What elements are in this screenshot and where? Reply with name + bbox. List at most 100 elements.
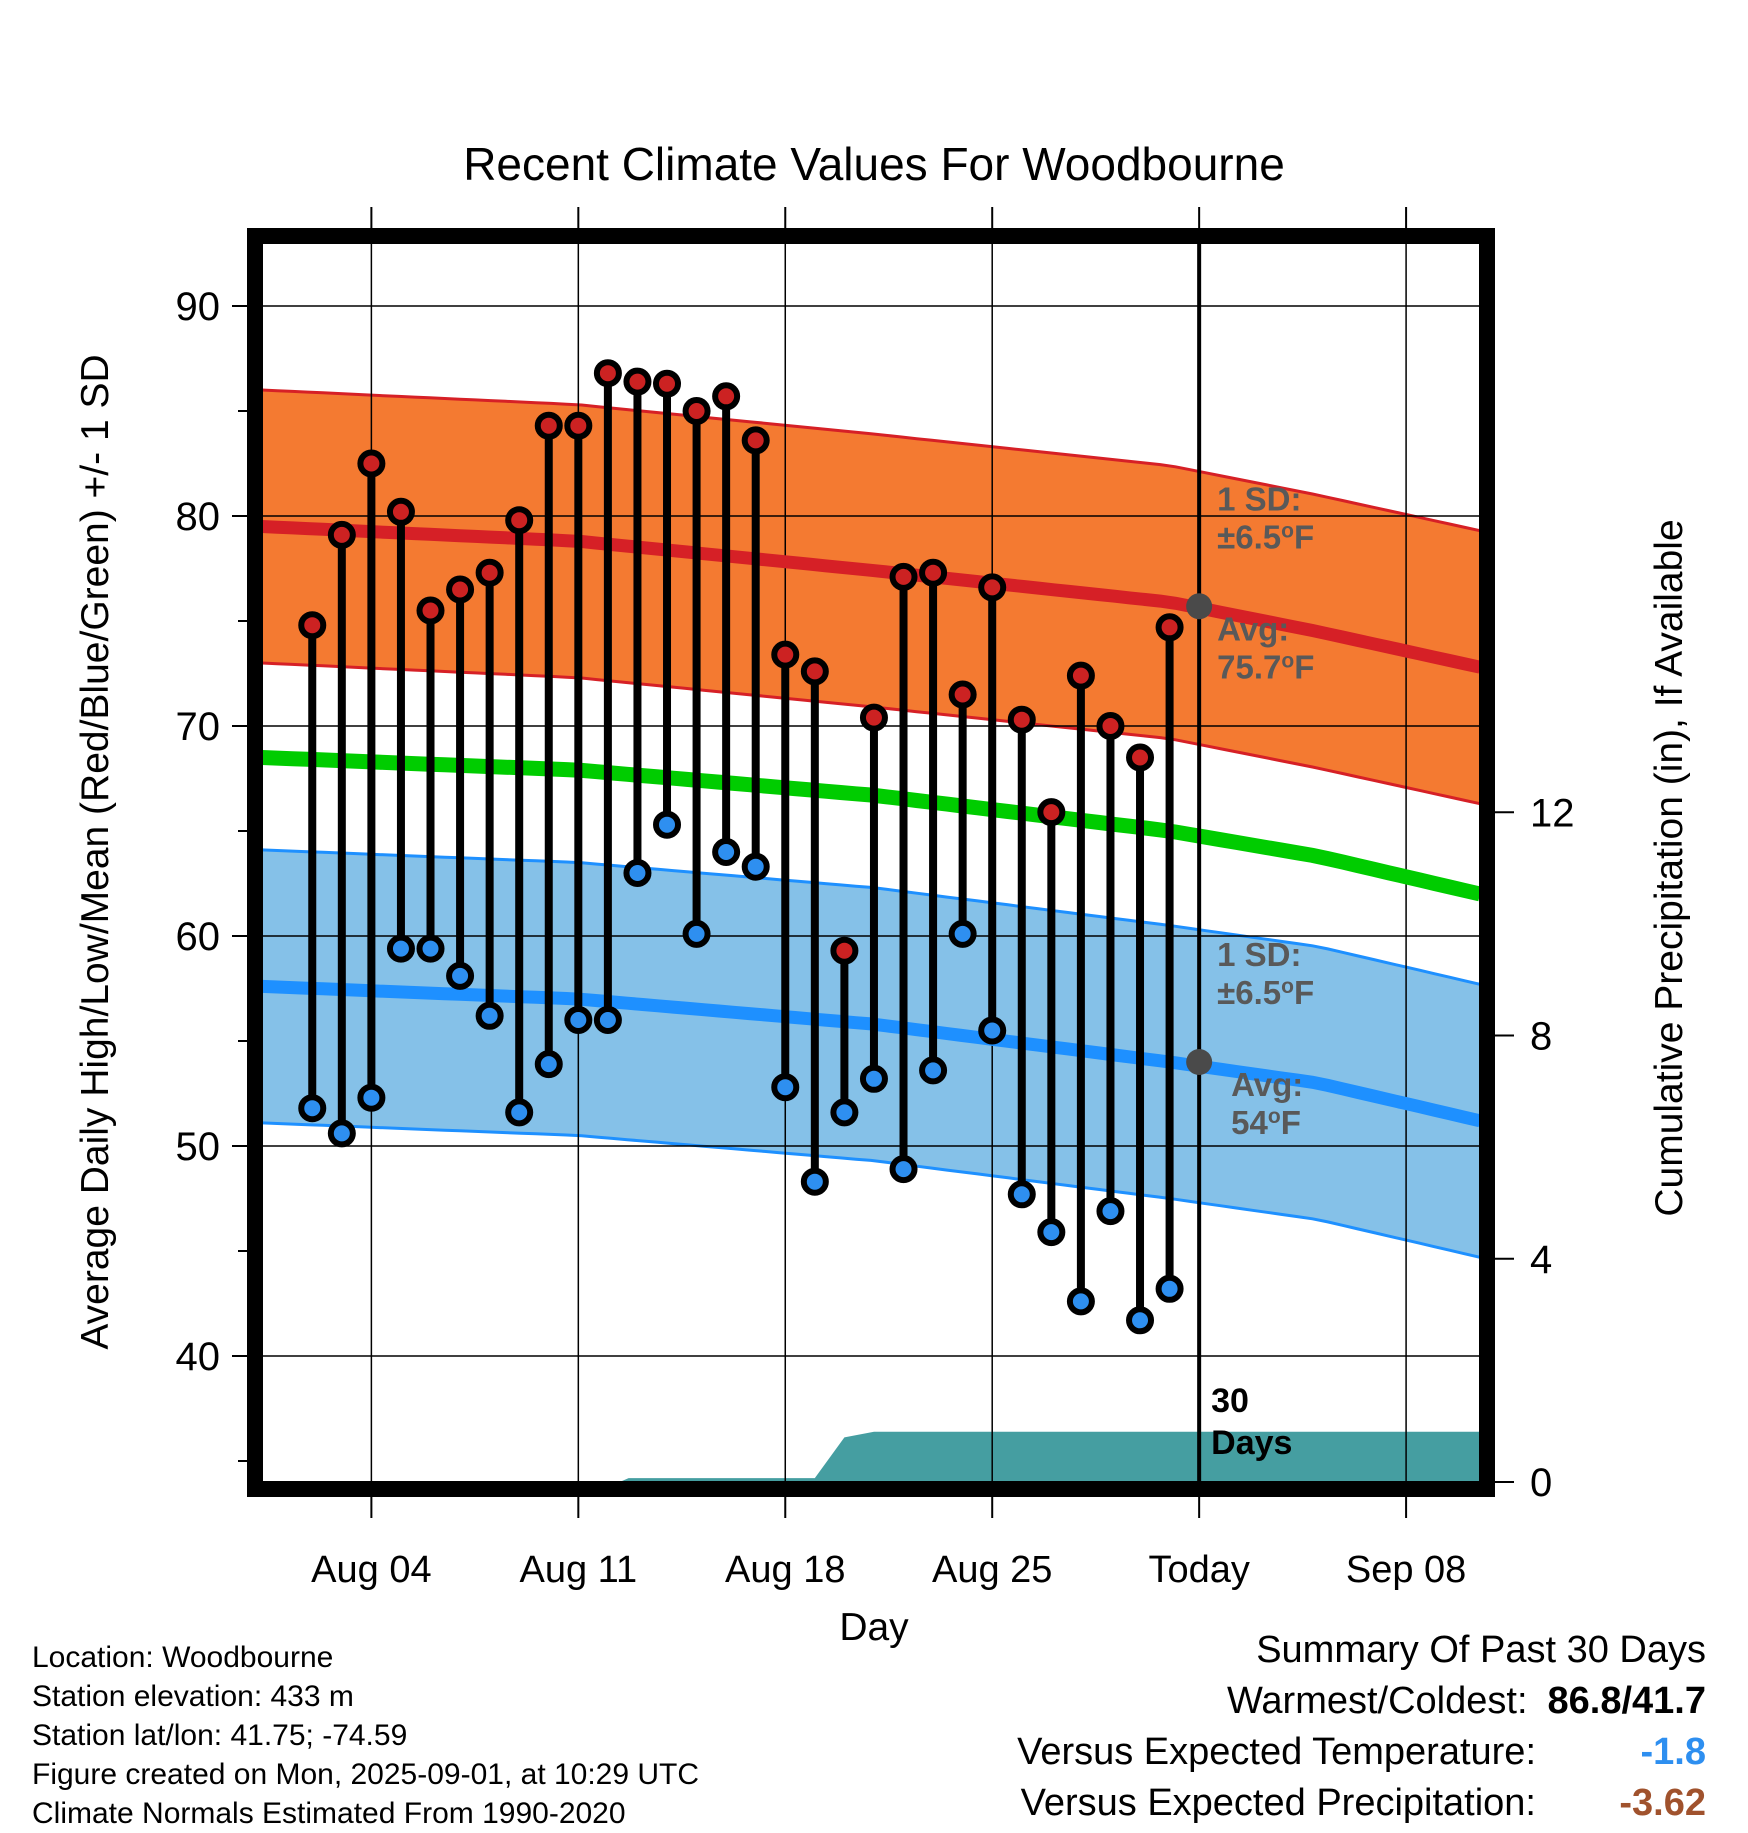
low-dot bbox=[1066, 1287, 1095, 1316]
y-tick-label: 50 bbox=[176, 1125, 221, 1169]
low-dot bbox=[800, 1167, 829, 1196]
y2-tick-label: 0 bbox=[1530, 1461, 1552, 1505]
high-dot bbox=[534, 411, 563, 440]
y-tick-label: 70 bbox=[176, 705, 221, 749]
plot-border bbox=[247, 228, 1495, 1497]
high-dot bbox=[978, 573, 1007, 602]
low-dot bbox=[1096, 1197, 1125, 1226]
low-sd-value: ±6.5oF bbox=[1217, 974, 1314, 1011]
low-dot bbox=[505, 1098, 534, 1127]
daily-dots bbox=[298, 359, 1184, 1335]
high-dot bbox=[623, 367, 652, 396]
high-dot bbox=[859, 703, 888, 732]
normal-high-band-upper-edge bbox=[261, 388, 1481, 533]
high-dot bbox=[593, 359, 622, 388]
y-tick-label: 90 bbox=[176, 285, 221, 329]
normal-high-line bbox=[261, 520, 1482, 674]
low-dot bbox=[623, 859, 652, 887]
low-dot bbox=[1126, 1306, 1155, 1335]
high-dot bbox=[948, 680, 977, 709]
high-dot bbox=[1066, 661, 1095, 690]
y2-tick-label: 8 bbox=[1530, 1015, 1552, 1059]
x-tick-label: Aug 04 bbox=[311, 1549, 431, 1591]
high-avg-marker bbox=[1186, 593, 1213, 620]
high-sd-label: 1 SD: bbox=[1217, 480, 1301, 517]
high-dot bbox=[1096, 712, 1125, 740]
low-dot bbox=[830, 1098, 859, 1127]
high-dot bbox=[919, 558, 948, 587]
x-tick-label: Today bbox=[1148, 1549, 1249, 1591]
y-axis-label: Average Daily High/Low/Mean (Red/Blue/Gr… bbox=[74, 354, 117, 1349]
y2-tick-label: 4 bbox=[1530, 1238, 1552, 1282]
y2-tick-label: 12 bbox=[1530, 791, 1575, 835]
low-dot bbox=[534, 1050, 563, 1079]
low-dot bbox=[889, 1155, 918, 1184]
high-dot bbox=[741, 426, 770, 455]
low-dot bbox=[919, 1056, 948, 1085]
station-info: Location: Woodbourne Station elevation: … bbox=[32, 1638, 699, 1833]
low-dot bbox=[682, 919, 711, 948]
low-dot bbox=[446, 961, 475, 990]
precipitation-area bbox=[262, 1431, 1480, 1482]
high-dot bbox=[1037, 798, 1066, 827]
created-text: Figure created on Mon, 2025-09-01, at 10… bbox=[32, 1758, 700, 1791]
high-dot bbox=[1126, 743, 1155, 772]
low-dot bbox=[298, 1094, 327, 1123]
chart-title: Recent Climate Values For Woodbourne bbox=[463, 138, 1285, 190]
low-dot bbox=[327, 1119, 356, 1148]
low-dot bbox=[1037, 1218, 1066, 1247]
warm-cold-value: 86.8/41.7 bbox=[1547, 1680, 1706, 1722]
high-dot bbox=[653, 369, 682, 398]
high-dot bbox=[298, 611, 327, 640]
warm-cold-label: Warmest/Coldest: bbox=[1226, 1680, 1528, 1722]
low-dot bbox=[416, 934, 445, 963]
x-axis-label: Day bbox=[839, 1606, 909, 1649]
low-dot bbox=[357, 1083, 386, 1112]
low-dot bbox=[859, 1064, 888, 1093]
low-dot bbox=[653, 810, 682, 839]
high-dot bbox=[475, 558, 504, 587]
high-dot bbox=[889, 562, 918, 591]
low-sd-label: 1 SD: bbox=[1217, 936, 1301, 973]
high-dot bbox=[712, 382, 741, 411]
low-dot bbox=[771, 1073, 800, 1102]
low-avg-label: Avg: bbox=[1231, 1066, 1303, 1103]
y-tick-label: 80 bbox=[176, 495, 221, 539]
y-tick-label: 40 bbox=[176, 1335, 221, 1379]
low-avg-value: 54oF bbox=[1231, 1104, 1301, 1141]
elevation-text: Station elevation: 433 m bbox=[32, 1680, 354, 1713]
normal-low-band-lower-edge bbox=[261, 1121, 1481, 1259]
plot-frame bbox=[247, 228, 1495, 1497]
high-avg-value: 75.7oF bbox=[1217, 648, 1314, 685]
high-dot bbox=[830, 936, 859, 965]
high-dot bbox=[327, 520, 356, 549]
daily-range-stems bbox=[308, 373, 1174, 1321]
x-tick-label: Aug 25 bbox=[932, 1549, 1052, 1591]
temp-anomaly-value: -1.8 bbox=[1640, 1731, 1706, 1773]
normal-high-band bbox=[262, 390, 1480, 804]
precip-anomaly-label: Versus Expected Precipitation: bbox=[1020, 1782, 1536, 1824]
cumulative-precip-area bbox=[262, 1431, 1480, 1482]
normals-text: Climate Normals Estimated From 1990-2020 bbox=[32, 1797, 626, 1830]
low-dot bbox=[593, 1006, 622, 1034]
low-dot bbox=[1007, 1180, 1036, 1209]
window-label: 30 Days bbox=[1211, 1382, 1292, 1462]
high-dot bbox=[505, 506, 534, 535]
y2-axis-label: Cumulative Precipitation (in), If Availa… bbox=[1648, 519, 1691, 1216]
high-avg-label: Avg: bbox=[1217, 610, 1289, 647]
x-tick-label: Aug 18 bbox=[725, 1549, 845, 1591]
low-dot bbox=[978, 1016, 1007, 1045]
axis-ticks: 40 50 60 70 80 90 0 4 8 12 Aug 04 Aug 11 Aug 18 Aug 2… bbox=[176, 207, 1575, 1591]
low-dot bbox=[1155, 1274, 1184, 1303]
low-dot bbox=[386, 934, 415, 963]
high-sd-value: ±6.5oF bbox=[1217, 518, 1314, 555]
high-dot bbox=[357, 449, 386, 478]
high-dot bbox=[682, 397, 711, 425]
high-dot bbox=[1007, 705, 1036, 734]
summary-title: Summary Of Past 30 Days bbox=[1256, 1629, 1706, 1671]
latlon-text: Station lat/lon: 41.75; -74.59 bbox=[32, 1719, 408, 1752]
low-dot bbox=[741, 852, 770, 881]
low-avg-marker bbox=[1186, 1049, 1213, 1075]
